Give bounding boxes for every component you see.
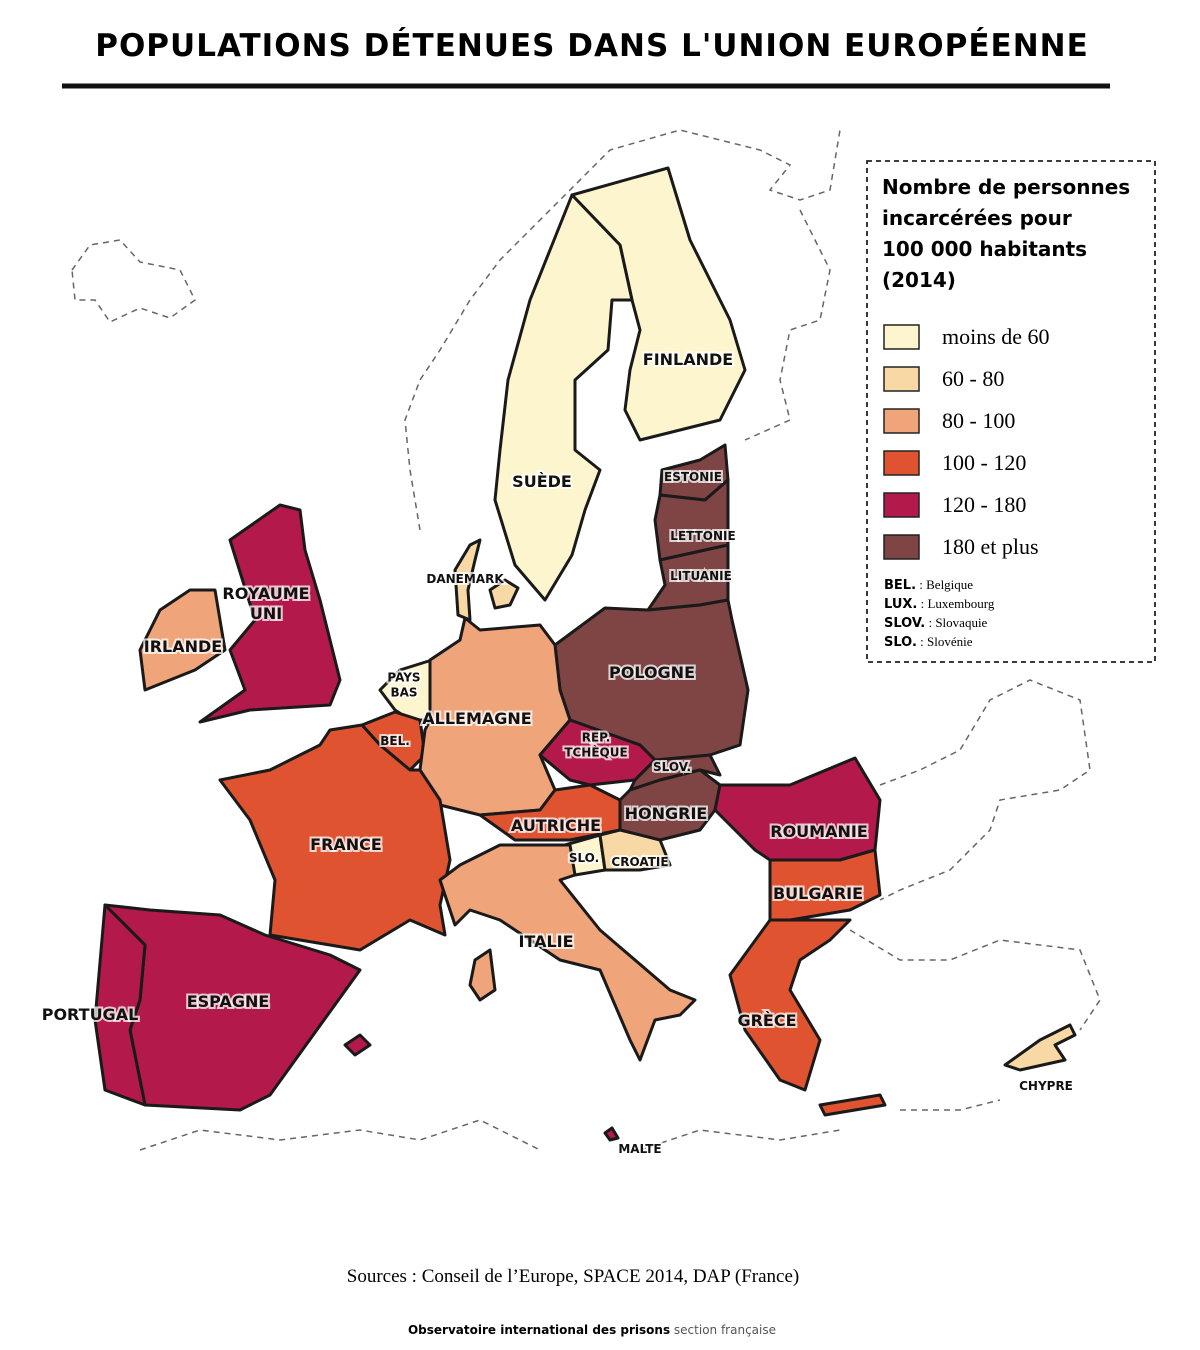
country-shape: [218, 723, 452, 952]
country-label: DANEMARK: [426, 572, 504, 586]
legend-swatch: [883, 366, 920, 392]
legend-swatch: [883, 534, 920, 560]
legend-title: Nombre de personnes: [882, 175, 1130, 199]
country-label: ALLEMAGNE: [422, 709, 531, 728]
legend-label: 180 et plus: [942, 534, 1039, 559]
abbreviation: BEL. : Belgique: [884, 577, 973, 593]
abbreviation-name: : Belgique: [919, 577, 973, 592]
country-shape: [1003, 1023, 1077, 1072]
country-label: PAYS: [387, 671, 420, 685]
country-label: BEL.: [380, 734, 410, 748]
country-shape: [438, 843, 697, 1062]
abbreviation-code: LUX.: [884, 597, 917, 612]
country-shape: [478, 783, 622, 842]
legend-swatch: [883, 450, 920, 476]
country-label: GRÈCE: [737, 1011, 796, 1030]
footer-org: Observatoire international des prisons: [408, 1323, 670, 1337]
non-eu-outlines: [71, 129, 1101, 1151]
legend-swatch: [883, 492, 920, 518]
country-shape: [728, 918, 852, 1092]
abbreviation-name: : Slovénie: [920, 634, 973, 649]
abbreviation-code: SLO.: [884, 635, 917, 650]
footer-section: section française: [674, 1323, 776, 1337]
outline: [879, 679, 1091, 901]
abbreviation-code: BEL.: [884, 578, 916, 593]
legend-title: incarcérées pour: [882, 206, 1072, 230]
country-label: ROUMANIE: [770, 822, 868, 841]
country-label: BULGARIE: [773, 884, 863, 903]
country-label: FRANCE: [310, 835, 382, 854]
country-shape: [93, 903, 147, 1107]
country-label: LITUANIE: [670, 569, 732, 583]
abbreviation-name: : Slovaquie: [928, 615, 987, 630]
countries: [93, 166, 1077, 1142]
country-label: FINLANDE: [643, 350, 733, 369]
country-shape: [713, 756, 882, 862]
abbreviation-name: : Luxembourg: [921, 596, 995, 611]
country-shape: [570, 166, 747, 442]
outline: [71, 239, 196, 323]
legend-label: 80 - 100: [942, 408, 1015, 433]
country-shape: [343, 1033, 372, 1057]
abbreviation: SLO. : Slovénie: [884, 634, 973, 650]
country-label: CHYPRE: [1019, 1079, 1073, 1093]
country-label: TCHÈQUE: [564, 745, 627, 760]
legend-label: 60 - 80: [942, 366, 1004, 391]
country-label: LETTONIE: [670, 529, 735, 543]
country-shape: [138, 588, 227, 692]
country-shape: [453, 538, 482, 622]
footer: Observatoire international des prisons s…: [408, 1323, 776, 1337]
outline: [139, 1119, 841, 1151]
country-label: ITALIE: [518, 932, 573, 951]
country-shape: [468, 948, 497, 1002]
outline: [404, 129, 841, 531]
legend-label: moins de 60: [942, 324, 1050, 349]
legend-label: 120 - 180: [942, 492, 1026, 517]
legend-title: (2014): [882, 268, 956, 292]
page-title: POPULATIONS DÉTENUES DANS L'UNION EUROPÉ…: [95, 28, 1089, 64]
country-labels: FINLANDE SUÈDE ESTONIE LETTONIE LITUANIE POLO…: [40, 348, 1075, 1158]
country-label: IRLANDE: [144, 637, 222, 656]
country-label: SLOV.: [653, 760, 691, 774]
country-shape: [603, 1126, 620, 1142]
country-label: AUTRICHE: [511, 816, 601, 835]
country-label: BAS: [390, 686, 417, 700]
country-label: SLO.: [569, 851, 599, 865]
country-label: ESPAGNE: [187, 992, 270, 1011]
country-shape: [818, 1093, 887, 1117]
country-label: POLOGNE: [609, 663, 695, 682]
country-label: MALTE: [618, 1142, 661, 1156]
sources: Sources : Conseil de l’Europe, SPACE 201…: [347, 1266, 799, 1287]
country-label: HONGRIE: [625, 804, 708, 823]
country-label: CROATIE: [611, 855, 668, 869]
country-label: UNI: [250, 604, 282, 623]
country-label: PORTUGAL: [42, 1005, 139, 1024]
country-shape: [198, 503, 342, 724]
country-label: ESTONIE: [664, 470, 722, 484]
abbreviation: SLOV. : Slovaquie: [884, 615, 988, 631]
legend-label: 100 - 120: [942, 450, 1026, 475]
country-shape: [598, 828, 672, 872]
country-label: ROYAUME: [222, 584, 309, 603]
legend-swatch: [883, 324, 920, 350]
abbreviation-code: SLOV.: [884, 616, 925, 631]
legend: Nombre de personnes incarcérées pour 100 0…: [882, 175, 1130, 650]
country-shape: [488, 578, 520, 610]
legend-title: 100 000 habitants: [882, 237, 1087, 261]
legend-swatch: [883, 408, 920, 434]
country-shape: [493, 193, 634, 602]
country-label: SUÈDE: [512, 472, 572, 491]
abbreviation: LUX. : Luxembourg: [884, 596, 995, 612]
country-label: REP.: [582, 731, 611, 745]
outline: [849, 929, 1101, 1111]
